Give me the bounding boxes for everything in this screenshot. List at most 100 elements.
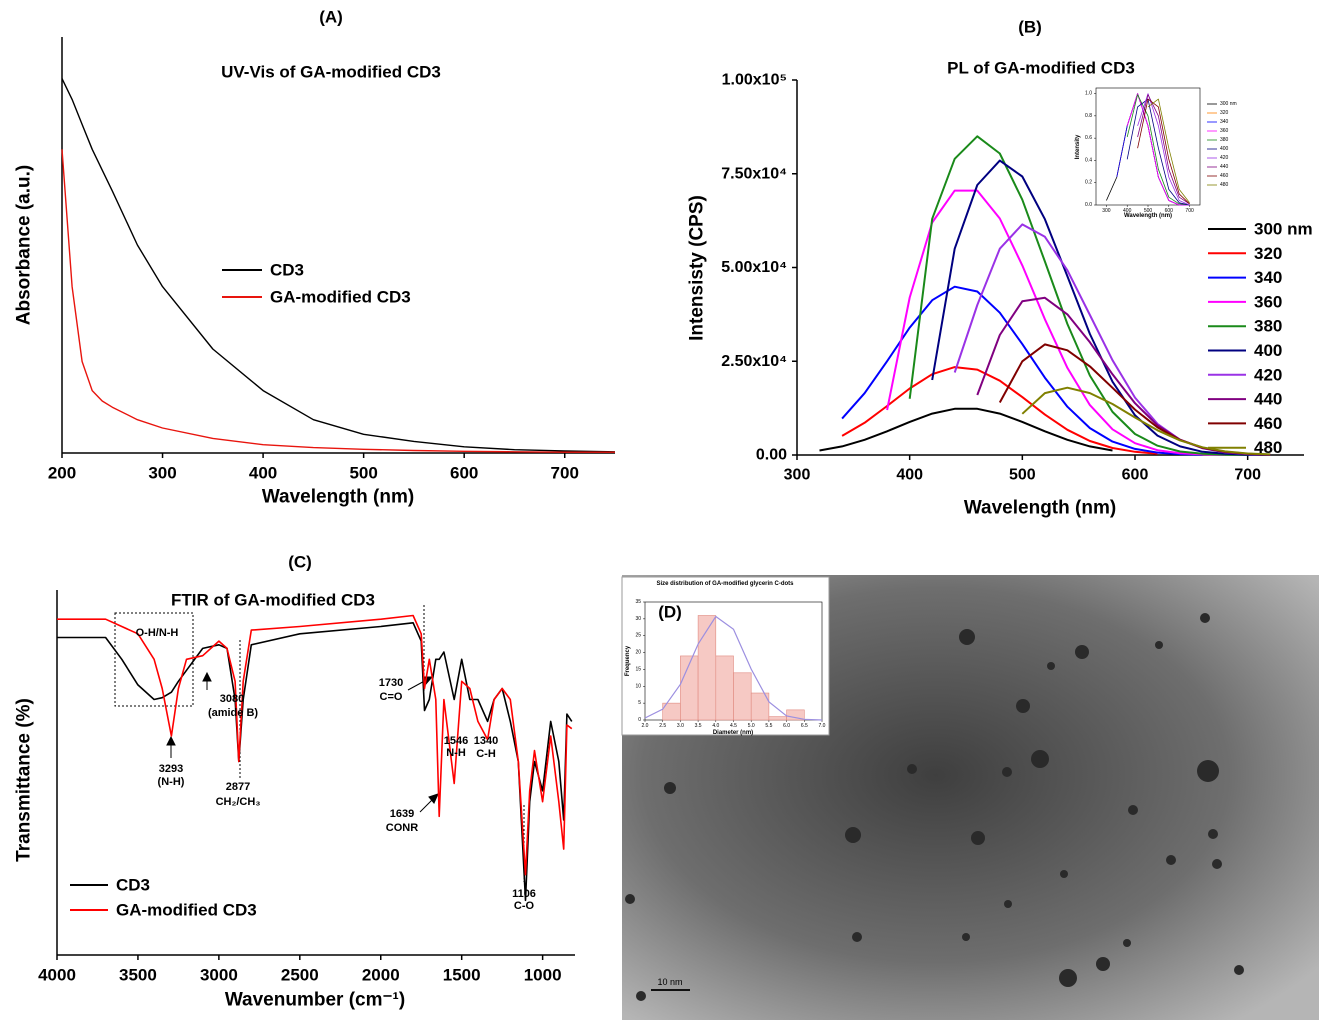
legend-label: 460: [1220, 173, 1229, 179]
x-tick-label: 2.0: [642, 723, 649, 729]
legend-label: 400: [1220, 146, 1229, 152]
panel-label: (A): [319, 8, 343, 27]
y-tick-label: 2.50x10⁴: [721, 353, 787, 370]
x-tick-label: 400: [1123, 208, 1132, 214]
legend-label: 480: [1220, 182, 1229, 188]
x-tick-label: 500: [1144, 208, 1153, 214]
series-line: [841, 366, 1158, 455]
y-tick-label: 5: [638, 700, 641, 706]
x-tick-label: 300: [148, 464, 176, 483]
series-line: [953, 223, 1271, 456]
x-tick-label: 3500: [119, 966, 157, 985]
chart-title: PL of GA-modified CD3: [947, 59, 1135, 78]
legend-label: 440: [1254, 390, 1282, 409]
annotation: C=O: [380, 691, 403, 703]
tem-image: 10 nm: [621, 575, 1319, 1020]
legend-label: 340: [1254, 268, 1282, 287]
x-tick-label: 5.0: [748, 723, 755, 729]
x-tick-label: 700: [1234, 467, 1261, 484]
series-line: [57, 622, 573, 902]
legend-label: 360: [1254, 292, 1282, 311]
x-axis-label: Wavelength (nm): [262, 487, 414, 508]
series-line: [1137, 98, 1190, 205]
x-tick-label: 500: [1009, 467, 1036, 484]
y-tick-label: 5.00x10⁴: [721, 259, 787, 276]
y-tick-label: 10: [635, 683, 641, 689]
x-tick-label: 3000: [200, 966, 238, 985]
legend-label: CD3: [270, 261, 304, 280]
annotation: 1340: [474, 735, 498, 747]
y-tick-label: 35: [635, 599, 641, 605]
legend-label: GA-modified CD3: [270, 288, 411, 307]
legend-label: GA-modified CD3: [116, 901, 257, 920]
annotation: C-O: [514, 900, 535, 912]
series-line: [819, 407, 1113, 452]
histogram-bar: [750, 692, 770, 721]
annotation: O-H/N-H: [136, 627, 179, 639]
annotation: 3293: [159, 763, 183, 775]
series-line: [1021, 386, 1271, 456]
x-tick-label: 6.0: [783, 723, 790, 729]
legend-label: 440: [1220, 164, 1229, 170]
y-tick-label: 0.2: [1085, 180, 1092, 186]
fit-curve: [644, 615, 823, 721]
x-tick-label: 4.0: [712, 723, 719, 729]
series-line: [886, 189, 1226, 456]
x-tick-label: 2000: [362, 966, 400, 985]
tem-particles: [625, 613, 1244, 1001]
y-tick-label: 0: [638, 717, 641, 723]
y-tick-label: 0.00: [756, 447, 787, 464]
x-tick-label: 1000: [524, 966, 562, 985]
legend-label: 480: [1254, 438, 1282, 457]
annotation: N-H: [446, 747, 466, 759]
x-tick-label: 2500: [281, 966, 319, 985]
chart-title: FTIR of GA-modified CD3: [171, 591, 375, 610]
series-line: [1137, 94, 1190, 205]
y-tick-label: 0.4: [1085, 157, 1092, 163]
annotation: 1546: [444, 735, 468, 747]
y-tick-label: 1.0: [1085, 91, 1092, 97]
legend-label: 380: [1254, 317, 1282, 336]
legend-label: 360: [1220, 128, 1229, 134]
series-line: [1126, 94, 1190, 206]
histogram-bar: [786, 709, 805, 721]
x-axis-label: Wavelength (nm): [964, 498, 1116, 519]
legend-label: 420: [1254, 365, 1282, 384]
annotation: 3080: [220, 693, 244, 705]
legend-label: 460: [1254, 414, 1282, 433]
x-tick-label: 6.5: [801, 723, 808, 729]
x-axis-label: Diameter (nm): [713, 730, 753, 736]
chart-title: Size distribution of GA-modified glyceri…: [656, 581, 794, 587]
series-line: [841, 285, 1203, 456]
scale-bar-label: 10 nm: [657, 977, 682, 987]
x-tick-label: 5.5: [765, 723, 772, 729]
annotation: 1730: [379, 677, 403, 689]
series-line: [1116, 93, 1180, 206]
annotation: 2877: [226, 781, 250, 793]
x-tick-label: 1500: [443, 966, 481, 985]
x-tick-label: 3.0: [677, 723, 684, 729]
annotation: CONR: [386, 822, 418, 834]
x-tick-label: 700: [551, 464, 579, 483]
y-axis-label: Intensisty (CPS): [687, 195, 708, 341]
x-tick-label: 200: [48, 464, 76, 483]
legend-label: 300 nm: [1254, 220, 1313, 239]
y-axis-label: Transmittance (%): [14, 698, 35, 862]
series-line: [908, 135, 1248, 456]
histogram-bar: [715, 655, 734, 721]
annotation: C-H: [476, 748, 496, 760]
y-tick-label: 15: [635, 666, 641, 672]
y-tick-label: 1.00x10⁵: [722, 72, 787, 89]
x-tick-label: 400: [896, 467, 923, 484]
x-tick-label: 700: [1185, 208, 1194, 214]
legend-label: 300 nm: [1220, 101, 1237, 107]
y-axis-label: Frequency: [625, 645, 631, 676]
legend-label: 420: [1220, 155, 1229, 161]
x-tick-label: 600: [1122, 467, 1149, 484]
x-tick-label: 3.5: [695, 723, 702, 729]
histogram-bar: [733, 672, 752, 721]
plot-frame: [1095, 87, 1201, 206]
y-tick-label: 20: [635, 650, 641, 656]
y-tick-label: 0.0: [1085, 202, 1092, 208]
